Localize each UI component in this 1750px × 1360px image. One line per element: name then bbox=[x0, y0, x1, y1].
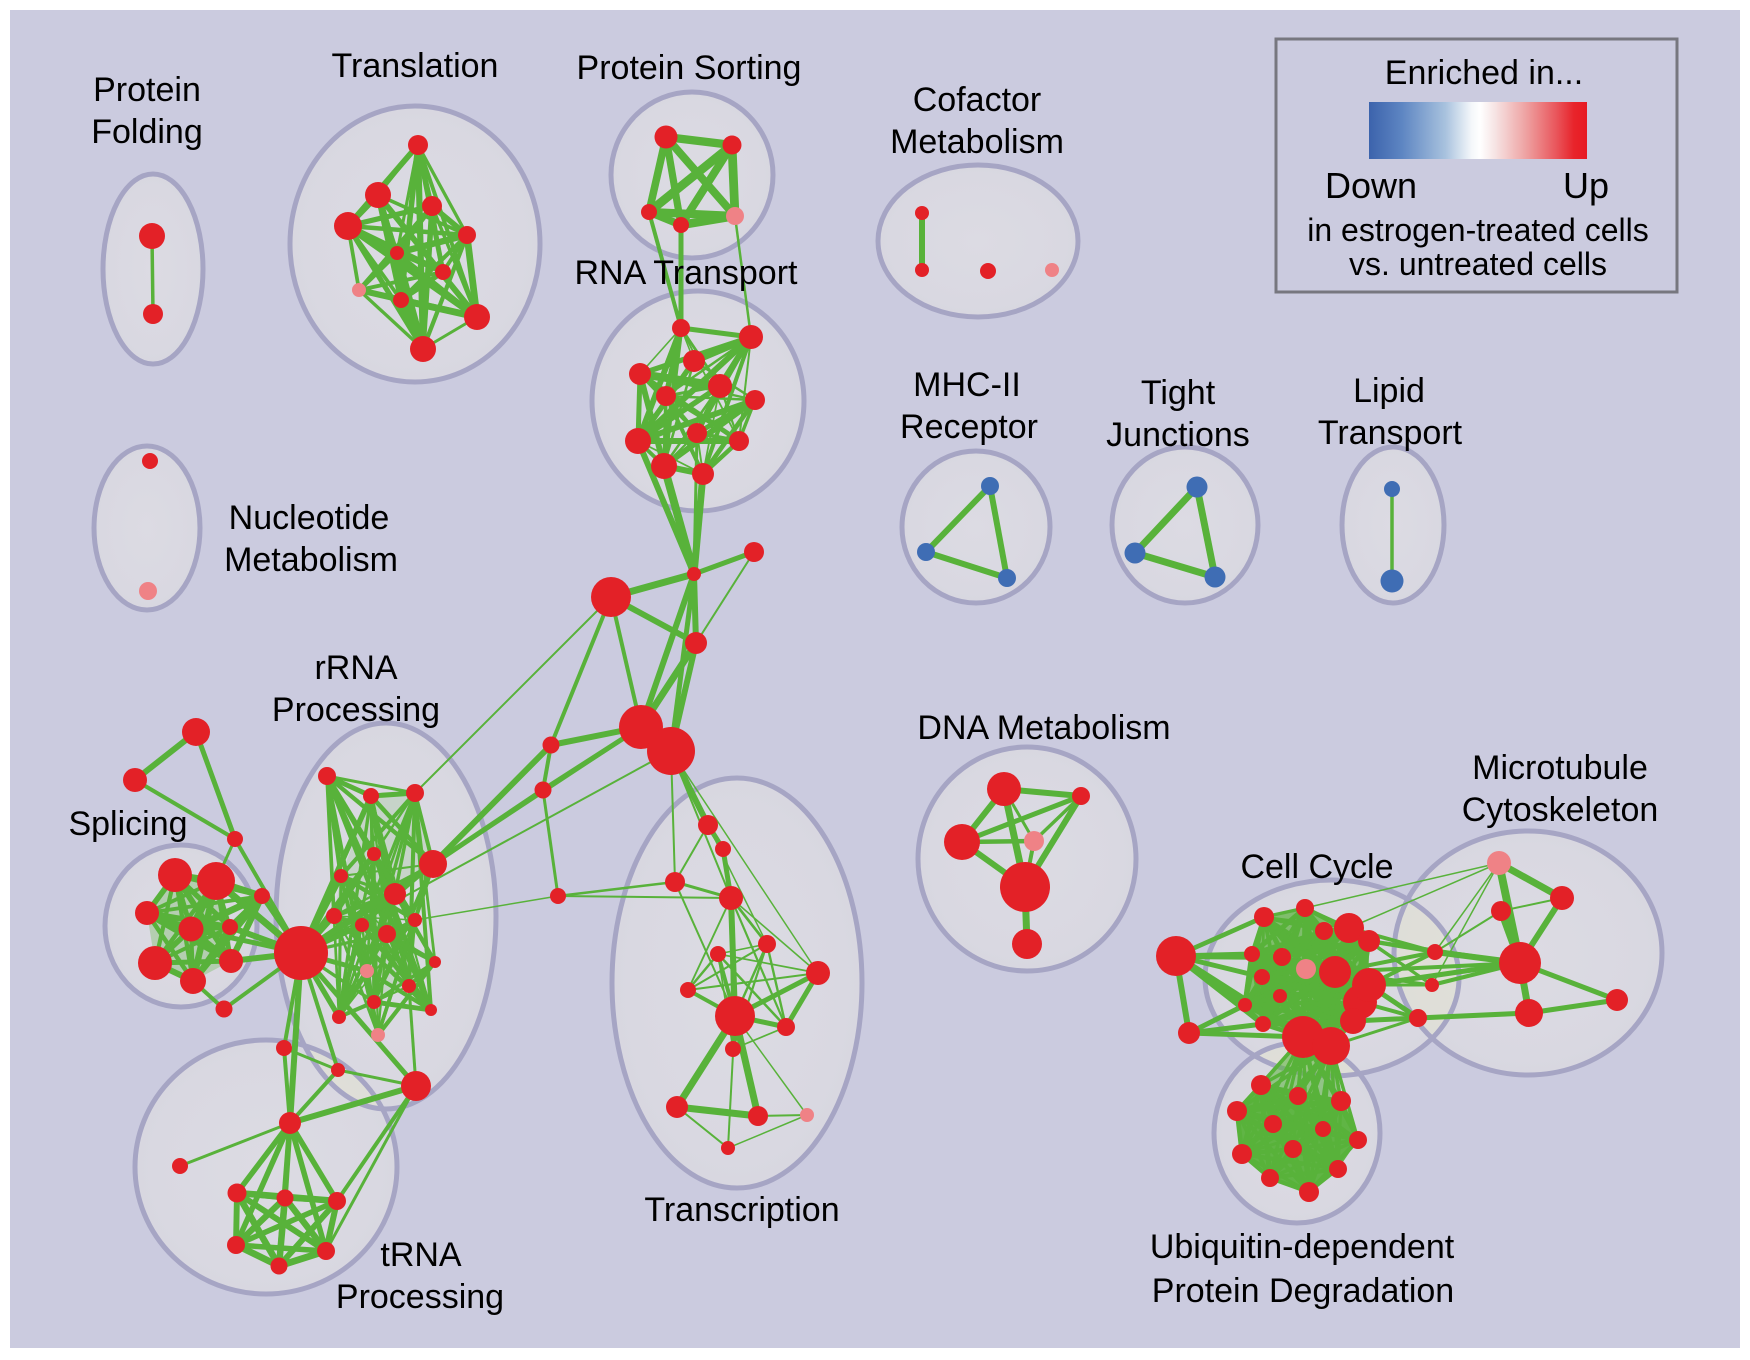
svg-text:MHC-II: MHC-II bbox=[913, 366, 1021, 404]
svg-text:Lipid: Lipid bbox=[1353, 372, 1425, 410]
svg-text:Protein Degradation: Protein Degradation bbox=[1152, 1272, 1454, 1310]
svg-text:Cell Cycle: Cell Cycle bbox=[1240, 848, 1393, 886]
svg-text:Transport: Transport bbox=[1318, 414, 1463, 452]
svg-text:Protein: Protein bbox=[93, 71, 201, 109]
svg-text:Protein Sorting: Protein Sorting bbox=[577, 49, 802, 87]
svg-text:Metabolism: Metabolism bbox=[890, 123, 1064, 161]
svg-text:Processing: Processing bbox=[272, 691, 440, 729]
svg-text:Junctions: Junctions bbox=[1106, 416, 1250, 454]
svg-text:Up: Up bbox=[1563, 165, 1609, 206]
svg-text:Splicing: Splicing bbox=[68, 805, 187, 843]
svg-text:Processing: Processing bbox=[336, 1278, 504, 1316]
svg-text:Cofactor: Cofactor bbox=[913, 81, 1042, 119]
svg-text:Nucleotide: Nucleotide bbox=[229, 499, 390, 537]
svg-text:Folding: Folding bbox=[91, 113, 203, 151]
svg-text:Down: Down bbox=[1325, 165, 1417, 206]
svg-text:Receptor: Receptor bbox=[900, 408, 1038, 446]
svg-text:Tight: Tight bbox=[1141, 374, 1216, 412]
svg-text:Metabolism: Metabolism bbox=[224, 541, 398, 579]
svg-text:RNA Transport: RNA Transport bbox=[575, 254, 799, 292]
svg-text:tRNA: tRNA bbox=[380, 1236, 462, 1274]
svg-text:Microtubule: Microtubule bbox=[1472, 749, 1648, 787]
svg-text:Ubiquitin-dependent: Ubiquitin-dependent bbox=[1150, 1228, 1455, 1266]
svg-text:DNA Metabolism: DNA Metabolism bbox=[917, 709, 1170, 747]
svg-text:Transcription: Transcription bbox=[644, 1191, 839, 1229]
svg-text:rRNA: rRNA bbox=[314, 649, 397, 687]
svg-text:Cytoskeleton: Cytoskeleton bbox=[1462, 791, 1659, 829]
svg-text:Translation: Translation bbox=[332, 47, 499, 85]
svg-text:Enriched in...: Enriched in... bbox=[1385, 54, 1583, 92]
svg-text:in estrogen-treated cells: in estrogen-treated cells bbox=[1307, 212, 1649, 248]
svg-text:vs. untreated cells: vs. untreated cells bbox=[1349, 246, 1607, 282]
